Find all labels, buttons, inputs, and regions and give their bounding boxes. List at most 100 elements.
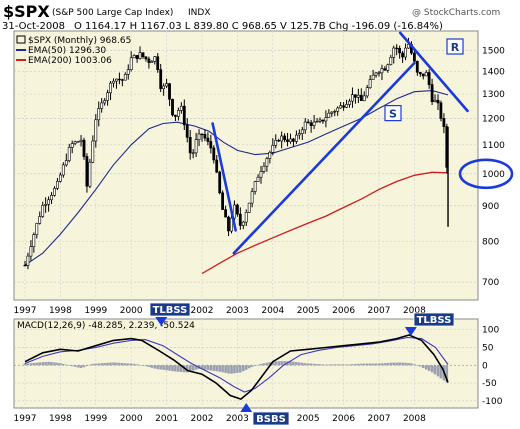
candle-body (135, 55, 139, 59)
candle-body (97, 108, 101, 121)
macd-histogram-bar (357, 363, 360, 366)
candle (356, 88, 360, 104)
macd-histogram-bar (227, 365, 230, 374)
candle-body (112, 80, 115, 84)
macd-histogram-bar (121, 363, 124, 366)
candle (380, 64, 384, 81)
candle (371, 69, 375, 80)
resistance-trendline (398, 31, 469, 113)
candle-body (383, 68, 387, 71)
candle (350, 87, 354, 108)
macd-histogram-bar (419, 365, 422, 367)
macd-histogram-bar (324, 364, 328, 366)
macd-histogram-bar (135, 364, 139, 366)
macd-histogram-bar (162, 365, 165, 370)
macd-histogram-bar (144, 365, 148, 367)
price-x-tick-label: 2005 (297, 306, 320, 316)
price-y-tick-label: 1000 (482, 170, 505, 180)
candle (106, 89, 110, 106)
candle-body (386, 64, 390, 71)
candle (100, 98, 104, 113)
candle (236, 203, 239, 217)
macd-histogram-bar (277, 361, 280, 366)
macd-histogram-bar (203, 365, 207, 370)
candle-body (345, 104, 348, 108)
candle (436, 94, 440, 111)
macd-x-tick-label: 2001 (155, 414, 178, 424)
candle (109, 81, 112, 101)
candle-body (241, 221, 245, 226)
candle (345, 99, 348, 109)
candle (197, 129, 201, 147)
macd-histogram-bar (38, 362, 41, 366)
macd-histogram-bar (407, 363, 410, 366)
macd-histogram-bar (88, 364, 92, 366)
candle (306, 119, 310, 124)
candle (359, 88, 363, 101)
macd-histogram-bar (126, 363, 130, 366)
candle-body (156, 56, 160, 71)
candle (191, 149, 195, 159)
candle (55, 178, 59, 191)
macd-histogram-bar (421, 365, 425, 368)
macd-histogram-bar (333, 364, 336, 366)
candle-body (147, 58, 151, 63)
candle-body (306, 121, 310, 124)
macd-histogram-bar (138, 364, 142, 366)
macd-histogram-bar (29, 363, 33, 366)
candle-body (168, 83, 171, 100)
macd-histogram-bar (306, 363, 310, 366)
macd-histogram-bar (309, 363, 313, 366)
price-y-ticks: 700 800 900 1000 1100 1200 1300 1400 1500 (482, 47, 505, 289)
candle-body (236, 204, 239, 215)
macd-histogram-bar (303, 363, 307, 366)
macd-histogram-bar (35, 362, 39, 366)
candle-body (289, 138, 292, 143)
candle-body (244, 212, 248, 223)
candle (103, 98, 107, 106)
ema50-line (24, 90, 449, 266)
candle-body (283, 135, 287, 141)
macd-histogram-bar (103, 363, 106, 366)
candle-body (227, 216, 230, 232)
candle (324, 110, 328, 128)
macd-histogram-bar (292, 361, 295, 366)
candle (427, 69, 431, 89)
macd-histogram-bar (433, 365, 437, 375)
candle (333, 109, 337, 117)
candle (268, 150, 272, 164)
candle-body (230, 217, 233, 232)
macd-histogram-bar (168, 365, 171, 371)
candle (156, 53, 160, 73)
macd-x-tick-label: 2006 (332, 414, 355, 424)
macd-histogram-bar (256, 364, 260, 366)
candle (61, 162, 65, 178)
price-x-tick-label: 2002 (191, 306, 214, 316)
candle-body (138, 52, 142, 59)
macd-histogram-bar (268, 362, 272, 366)
macd-y-ticks: -100 -50 0 50 100 (482, 326, 503, 407)
candle-body (233, 204, 236, 219)
macd-annotations: TLBSS TLBSS BSBS (149, 302, 455, 426)
macd-y-tick-label: 50 (482, 343, 494, 353)
candle-body (377, 72, 381, 74)
candle-body (224, 209, 228, 218)
price-y-tick-label: 1400 (482, 68, 505, 78)
support-label-box (384, 105, 402, 122)
candle-body (421, 73, 425, 77)
macd-histogram-bar (76, 365, 80, 368)
macd-histogram-bar (398, 362, 401, 366)
candle-body (38, 216, 42, 224)
candle-body (318, 119, 322, 122)
candle-body (103, 100, 107, 104)
candle (330, 110, 334, 117)
macd-histogram-bar (206, 365, 210, 371)
candle (194, 132, 198, 157)
candle-body (106, 92, 110, 101)
candle-body (262, 165, 266, 172)
price-x-tick-label: 1998 (49, 306, 72, 316)
symbol-title: $SPX (3, 2, 50, 21)
ema200-layer (201, 171, 449, 275)
macd-histogram-bar (212, 365, 216, 371)
